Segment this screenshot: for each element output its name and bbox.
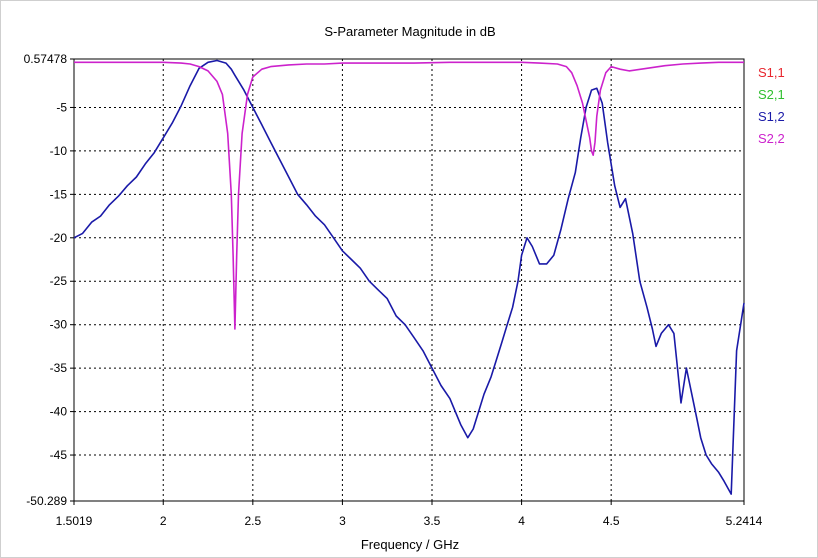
x-tick-label: 1.5019: [56, 514, 93, 528]
y-tick-label: -15: [50, 187, 68, 201]
x-axis-label: Frequency / GHz: [361, 537, 459, 552]
x-tick-label: 3: [339, 514, 346, 528]
series-line-s1-2: [73, 59, 745, 495]
y-tick-label: -30: [50, 318, 68, 332]
legend: S1,1 S2,1 S1,2 S2,2: [758, 65, 785, 146]
y-tick-label: -35: [50, 361, 68, 375]
legend-entry-s2-1: S2,1: [758, 87, 785, 102]
y-tick-label: -50.289: [26, 494, 67, 508]
y-tick-label: -40: [50, 405, 68, 419]
legend-entry-s1-2: S1,2: [758, 109, 785, 124]
y-axis-ticks: 0.57478 -5 -10 -15 -20 -25 -30 -35 -40 -45 -50.289: [24, 52, 74, 508]
x-axis-ticks: 1.5019 2 2.5 3 3.5 4 4.5 5.2414: [56, 501, 763, 528]
y-tick-label: -20: [50, 231, 68, 245]
y-tick-label: -10: [50, 144, 68, 158]
x-tick-label: 5.2414: [726, 514, 763, 528]
plot-area: [73, 58, 745, 502]
x-tick-label: 2.5: [244, 514, 261, 528]
legend-entry-s1-1: S1,1: [758, 65, 785, 80]
legend-entry-s2-2: S2,2: [758, 131, 785, 146]
y-tick-label: -5: [56, 100, 67, 114]
y-tick-label: -45: [50, 448, 68, 462]
x-tick-label: 4.5: [603, 514, 620, 528]
chart-title: S-Parameter Magnitude in dB: [324, 24, 495, 39]
y-tick-label: 0.57478: [24, 52, 68, 66]
grid-lines: [74, 59, 744, 501]
y-tick-label: -25: [50, 274, 68, 288]
x-tick-label: 2: [160, 514, 167, 528]
series-line-s2-2: [74, 61, 744, 330]
series-lines: [73, 59, 745, 495]
x-tick-label: 4: [518, 514, 525, 528]
x-tick-label: 3.5: [424, 514, 441, 528]
